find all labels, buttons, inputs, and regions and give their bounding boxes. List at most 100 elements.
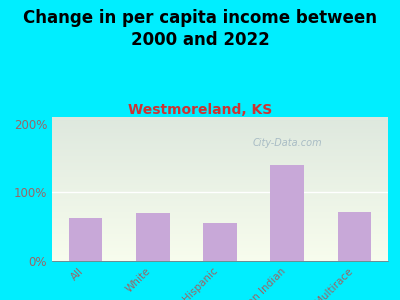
Bar xyxy=(52,228,388,229)
Bar xyxy=(52,137,388,139)
Bar xyxy=(52,163,388,164)
Bar xyxy=(52,144,388,146)
Bar xyxy=(52,196,388,198)
Bar xyxy=(52,180,388,182)
Bar xyxy=(203,223,237,261)
Bar xyxy=(52,126,388,127)
Bar xyxy=(52,236,388,238)
Bar xyxy=(52,188,388,189)
Bar xyxy=(52,206,388,208)
Bar xyxy=(52,117,388,118)
Bar xyxy=(52,218,388,219)
Bar xyxy=(52,121,388,123)
Bar xyxy=(52,175,388,176)
Bar xyxy=(52,202,388,203)
Bar xyxy=(52,257,388,258)
Bar xyxy=(52,128,388,130)
Bar xyxy=(52,139,388,140)
Bar xyxy=(52,146,388,147)
Bar xyxy=(52,150,388,152)
Bar xyxy=(52,212,388,214)
Bar xyxy=(52,140,388,142)
Bar xyxy=(52,190,388,192)
Bar xyxy=(52,193,388,195)
Bar xyxy=(52,247,388,248)
Bar xyxy=(52,134,388,136)
Text: Westmoreland, KS: Westmoreland, KS xyxy=(128,103,272,118)
Bar xyxy=(52,154,388,156)
Bar xyxy=(52,147,388,149)
Bar xyxy=(52,205,388,206)
Bar xyxy=(52,214,388,215)
Bar xyxy=(52,241,388,242)
Bar xyxy=(52,167,388,169)
Bar xyxy=(52,183,388,185)
Bar xyxy=(52,170,388,172)
Bar xyxy=(52,250,388,251)
Bar xyxy=(52,142,388,143)
Bar xyxy=(52,251,388,252)
Bar xyxy=(52,221,388,222)
Bar xyxy=(52,136,388,137)
Bar xyxy=(52,160,388,162)
Bar xyxy=(52,172,388,173)
Bar xyxy=(52,238,388,239)
Text: City-Data.com: City-Data.com xyxy=(252,138,322,148)
Bar xyxy=(69,218,102,261)
Bar xyxy=(52,224,388,225)
Bar xyxy=(52,252,388,254)
Bar xyxy=(52,131,388,133)
Bar xyxy=(52,209,388,211)
Bar xyxy=(52,195,388,196)
Bar xyxy=(52,239,388,241)
Bar xyxy=(52,225,388,226)
Bar xyxy=(52,208,388,209)
Bar xyxy=(52,216,388,218)
Bar xyxy=(52,133,388,134)
Bar xyxy=(52,222,388,224)
Bar xyxy=(52,169,388,170)
Bar xyxy=(52,178,388,179)
Bar xyxy=(136,213,170,261)
Bar xyxy=(52,127,388,128)
Bar xyxy=(52,200,388,202)
Bar xyxy=(52,124,388,126)
Bar xyxy=(52,199,388,200)
Bar xyxy=(52,182,388,183)
Bar xyxy=(52,219,388,221)
Bar xyxy=(52,176,388,178)
Bar xyxy=(52,198,388,199)
Bar xyxy=(52,118,388,120)
Bar xyxy=(52,235,388,236)
Bar xyxy=(52,179,388,180)
Bar xyxy=(52,149,388,150)
Bar xyxy=(52,245,388,247)
Bar xyxy=(52,255,388,257)
Bar xyxy=(270,165,304,261)
Bar xyxy=(52,130,388,131)
Bar xyxy=(52,229,388,231)
Bar xyxy=(52,173,388,175)
Bar xyxy=(52,242,388,244)
Bar xyxy=(52,164,388,166)
Bar xyxy=(52,186,388,188)
Bar xyxy=(52,234,388,235)
Bar xyxy=(338,212,371,261)
Bar xyxy=(52,143,388,144)
Bar xyxy=(52,185,388,186)
Bar xyxy=(52,153,388,154)
Text: Change in per capita income between
2000 and 2022: Change in per capita income between 2000… xyxy=(23,9,377,49)
Bar xyxy=(52,232,388,234)
Bar xyxy=(52,258,388,260)
Bar xyxy=(52,123,388,124)
Bar xyxy=(52,226,388,228)
Bar xyxy=(52,248,388,250)
Bar xyxy=(52,189,388,190)
Bar xyxy=(52,192,388,193)
Bar xyxy=(52,152,388,153)
Bar xyxy=(52,203,388,205)
Bar xyxy=(52,244,388,245)
Bar xyxy=(52,120,388,121)
Bar xyxy=(52,231,388,232)
Bar xyxy=(52,156,388,157)
